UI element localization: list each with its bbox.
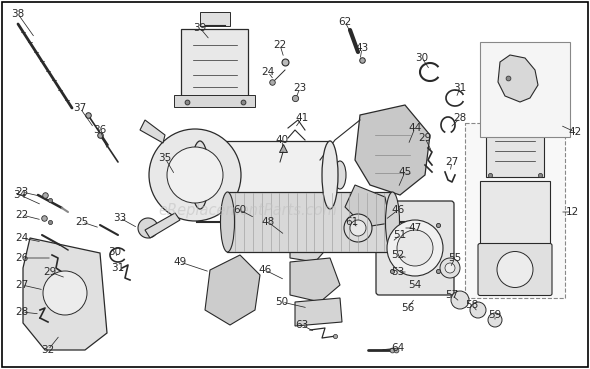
Text: 49: 49 bbox=[173, 257, 186, 267]
Text: 60: 60 bbox=[234, 205, 247, 215]
Circle shape bbox=[397, 230, 433, 266]
Text: 29: 29 bbox=[418, 133, 432, 143]
Circle shape bbox=[344, 214, 372, 242]
Text: 33: 33 bbox=[113, 213, 127, 223]
Text: 31: 31 bbox=[453, 83, 467, 93]
Text: 44: 44 bbox=[408, 123, 422, 133]
Bar bbox=[465, 123, 565, 297]
Polygon shape bbox=[23, 238, 107, 350]
Text: 25: 25 bbox=[76, 217, 88, 227]
Polygon shape bbox=[205, 255, 260, 325]
Circle shape bbox=[149, 129, 241, 221]
Text: 40: 40 bbox=[276, 135, 289, 145]
Circle shape bbox=[138, 218, 158, 238]
Polygon shape bbox=[355, 105, 430, 195]
Text: 57: 57 bbox=[445, 290, 458, 300]
Circle shape bbox=[497, 252, 533, 287]
Polygon shape bbox=[140, 120, 165, 143]
Text: 12: 12 bbox=[565, 207, 579, 217]
Text: 23: 23 bbox=[293, 83, 307, 93]
FancyBboxPatch shape bbox=[376, 201, 454, 295]
Text: eReplacementParts.com: eReplacementParts.com bbox=[159, 203, 337, 217]
Text: 56: 56 bbox=[401, 303, 415, 313]
Text: 35: 35 bbox=[158, 153, 172, 163]
Text: 50: 50 bbox=[276, 297, 289, 307]
Circle shape bbox=[350, 220, 366, 236]
Text: 41: 41 bbox=[296, 113, 309, 123]
Text: 31: 31 bbox=[112, 263, 124, 273]
Text: 22: 22 bbox=[273, 40, 287, 50]
Polygon shape bbox=[360, 227, 383, 245]
FancyBboxPatch shape bbox=[478, 244, 552, 296]
Text: 58: 58 bbox=[466, 300, 478, 310]
Ellipse shape bbox=[221, 192, 234, 252]
Text: 24: 24 bbox=[15, 233, 29, 243]
Circle shape bbox=[488, 313, 502, 327]
Bar bbox=[200, 141, 330, 209]
Polygon shape bbox=[345, 185, 390, 227]
Text: 39: 39 bbox=[194, 23, 206, 33]
Text: 36: 36 bbox=[93, 125, 107, 135]
Text: 38: 38 bbox=[11, 9, 25, 19]
Text: 64: 64 bbox=[391, 343, 405, 353]
Circle shape bbox=[167, 147, 223, 203]
Ellipse shape bbox=[191, 141, 209, 209]
Text: 23: 23 bbox=[15, 187, 29, 197]
Circle shape bbox=[470, 302, 486, 318]
Text: 26: 26 bbox=[15, 253, 29, 263]
Text: 53: 53 bbox=[391, 267, 405, 277]
Text: 47: 47 bbox=[408, 223, 422, 233]
Bar bbox=[175, 95, 255, 107]
Bar bbox=[228, 192, 392, 252]
Polygon shape bbox=[295, 298, 342, 326]
Text: 48: 48 bbox=[261, 217, 274, 227]
FancyBboxPatch shape bbox=[486, 127, 544, 176]
Text: 29: 29 bbox=[44, 267, 57, 277]
Polygon shape bbox=[290, 258, 340, 302]
FancyBboxPatch shape bbox=[182, 29, 248, 101]
Circle shape bbox=[445, 263, 455, 273]
Text: 52: 52 bbox=[391, 250, 405, 260]
Circle shape bbox=[43, 271, 87, 315]
Text: 30: 30 bbox=[109, 247, 122, 257]
Circle shape bbox=[440, 258, 460, 278]
Text: 42: 42 bbox=[568, 127, 582, 137]
Ellipse shape bbox=[334, 161, 346, 189]
Text: 61: 61 bbox=[345, 217, 359, 227]
Polygon shape bbox=[145, 213, 180, 238]
Text: 54: 54 bbox=[408, 280, 422, 290]
Polygon shape bbox=[498, 55, 538, 102]
Bar bbox=[480, 180, 550, 245]
Text: 62: 62 bbox=[339, 17, 352, 27]
Ellipse shape bbox=[385, 192, 399, 252]
Polygon shape bbox=[290, 222, 330, 262]
Text: 37: 37 bbox=[73, 103, 87, 113]
Text: 32: 32 bbox=[41, 345, 55, 355]
Bar bbox=[503, 117, 527, 128]
Text: 28: 28 bbox=[15, 307, 29, 317]
Bar bbox=[480, 42, 570, 137]
Text: 63: 63 bbox=[296, 320, 309, 330]
Circle shape bbox=[451, 291, 469, 309]
Text: 27: 27 bbox=[15, 280, 29, 290]
Circle shape bbox=[380, 228, 404, 252]
Text: 28: 28 bbox=[453, 113, 467, 123]
Bar bbox=[200, 12, 230, 26]
Text: 45: 45 bbox=[398, 167, 412, 177]
Text: 55: 55 bbox=[448, 253, 461, 263]
Text: 51: 51 bbox=[394, 230, 407, 240]
Circle shape bbox=[387, 220, 443, 276]
Text: 24: 24 bbox=[261, 67, 274, 77]
Text: 34: 34 bbox=[14, 190, 27, 200]
Text: 59: 59 bbox=[489, 310, 502, 320]
Text: 30: 30 bbox=[415, 53, 428, 63]
Text: 46: 46 bbox=[391, 205, 405, 215]
Text: 43: 43 bbox=[355, 43, 369, 53]
Text: 22: 22 bbox=[15, 210, 29, 220]
Text: 46: 46 bbox=[258, 265, 271, 275]
Ellipse shape bbox=[322, 141, 338, 209]
Text: 27: 27 bbox=[445, 157, 458, 167]
